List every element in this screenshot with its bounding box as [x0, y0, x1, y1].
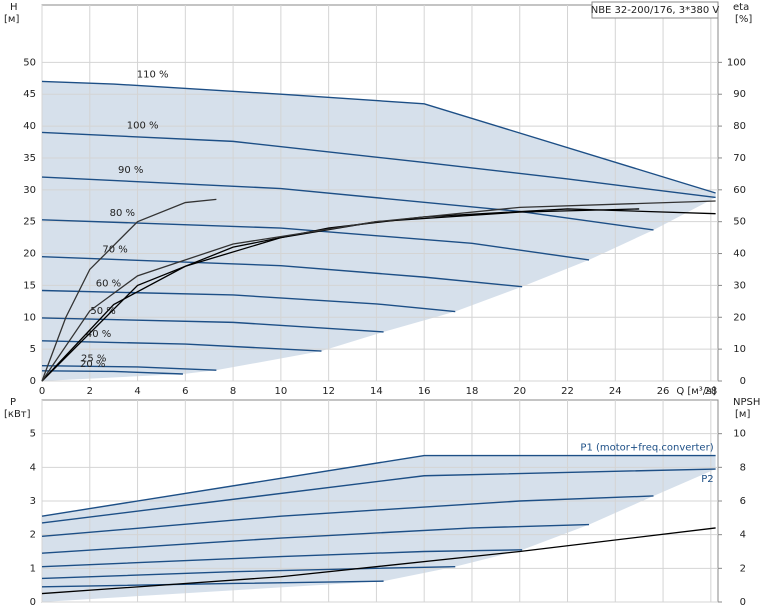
y-tick-label: 3	[30, 496, 36, 507]
curve	[41, 580, 384, 588]
curve-label: 90 %	[118, 165, 143, 176]
y2-tick-label: 10	[733, 344, 746, 355]
curve	[41, 289, 456, 313]
curve-label: 80 %	[110, 208, 135, 219]
y2-tick-label: 0	[740, 597, 746, 608]
y2-tick-label: 60	[733, 185, 746, 196]
curve-label: 40 %	[86, 329, 111, 340]
y-tick-label: 5	[30, 344, 36, 355]
curve-label: P1 (motor+freq.converter)	[580, 443, 713, 454]
curve	[41, 317, 384, 333]
y-tick-label: 10	[23, 312, 36, 323]
x-tick-label: 2	[87, 386, 93, 397]
y-axis-unit: [м]	[4, 14, 19, 25]
curve	[41, 200, 716, 382]
y2-axis-title: eta	[733, 2, 749, 13]
y-tick-label: 30	[23, 185, 36, 196]
y2-tick-label: 70	[733, 153, 746, 164]
curve	[41, 565, 456, 580]
curve-label: 50 %	[90, 306, 115, 317]
y-tick-label: 0	[30, 376, 36, 387]
x-tick-label: 24	[609, 386, 622, 397]
y-tick-label: 1	[30, 563, 36, 574]
curve	[41, 80, 716, 194]
curve-label: 25 %	[81, 354, 106, 365]
curve	[41, 365, 217, 371]
x-tick-label: 12	[322, 386, 335, 397]
title-box	[591, 1, 719, 19]
curve-label: 110 %	[137, 69, 169, 80]
y2-tick-label: 4	[740, 530, 746, 541]
curve-label: P2	[701, 474, 713, 485]
y2-tick-label: 40	[733, 249, 746, 260]
y2-tick-label: 10	[733, 429, 746, 440]
curve	[41, 370, 183, 375]
y-tick-label: 2	[30, 530, 36, 541]
x-axis-title: Q [м³/ч]	[676, 386, 716, 397]
operating-envelope	[42, 81, 716, 381]
y2-axis-unit: [%]	[735, 14, 752, 25]
y2-tick-label: 30	[733, 280, 746, 291]
curve	[41, 549, 523, 568]
curve	[41, 131, 716, 199]
curve	[41, 527, 716, 595]
x-tick-label: 22	[561, 386, 574, 397]
x-tick-label: 18	[466, 386, 479, 397]
curve	[41, 468, 716, 524]
curve-label: 20 %	[80, 359, 105, 370]
y-tick-label: 40	[23, 121, 36, 132]
curve	[41, 176, 654, 231]
curve	[41, 208, 640, 382]
curve	[41, 219, 590, 261]
y2-tick-label: 8	[740, 462, 746, 473]
y2-axis-unit: [м]	[735, 409, 750, 420]
curve	[41, 208, 716, 382]
y-tick-label: 4	[30, 462, 36, 473]
y2-tick-label: 50	[733, 217, 746, 228]
x-tick-label: 14	[370, 386, 383, 397]
y2-axis-title: NPSH	[733, 397, 760, 408]
x-tick-label: 0	[39, 386, 45, 397]
y-tick-label: 25	[23, 217, 36, 228]
y2-tick-label: 20	[733, 312, 746, 323]
x-tick-label: 28	[704, 386, 717, 397]
y-axis-unit: [кВт]	[4, 409, 31, 420]
y2-tick-label: 2	[740, 563, 746, 574]
x-tick-label: 4	[134, 386, 140, 397]
y-tick-label: 15	[23, 280, 36, 291]
x-tick-label: 10	[275, 386, 288, 397]
curve	[41, 256, 523, 288]
curve	[41, 198, 217, 382]
operating-envelope	[42, 455, 716, 602]
curve-label: 60 %	[96, 279, 121, 290]
curve	[41, 495, 654, 538]
x-tick-label: 20	[513, 386, 526, 397]
y-tick-label: 50	[23, 57, 36, 68]
y2-tick-label: 6	[740, 496, 746, 507]
y-tick-label: 20	[23, 249, 36, 260]
y-tick-label: 5	[30, 429, 36, 440]
curve-label: 70 %	[102, 245, 127, 256]
chart-title: NBE 32-200/176, 3*380 V	[591, 5, 720, 16]
curve-label: 100 %	[127, 120, 159, 131]
y2-tick-label: 100	[727, 57, 746, 68]
y-tick-label: 45	[23, 89, 36, 100]
y2-tick-label: 0	[740, 376, 746, 387]
curve	[41, 340, 322, 352]
x-tick-label: 16	[418, 386, 431, 397]
curve	[41, 523, 590, 554]
y2-tick-label: 80	[733, 121, 746, 132]
y2-tick-label: 90	[733, 89, 746, 100]
y-tick-label: 35	[23, 153, 36, 164]
x-tick-label: 6	[182, 386, 188, 397]
curve	[41, 454, 716, 517]
y-tick-label: 0	[30, 597, 36, 608]
x-tick-label: 8	[230, 386, 236, 397]
x-tick-label: 26	[657, 386, 670, 397]
y-axis-title: P	[10, 397, 16, 408]
y-axis-title: H	[10, 2, 18, 13]
